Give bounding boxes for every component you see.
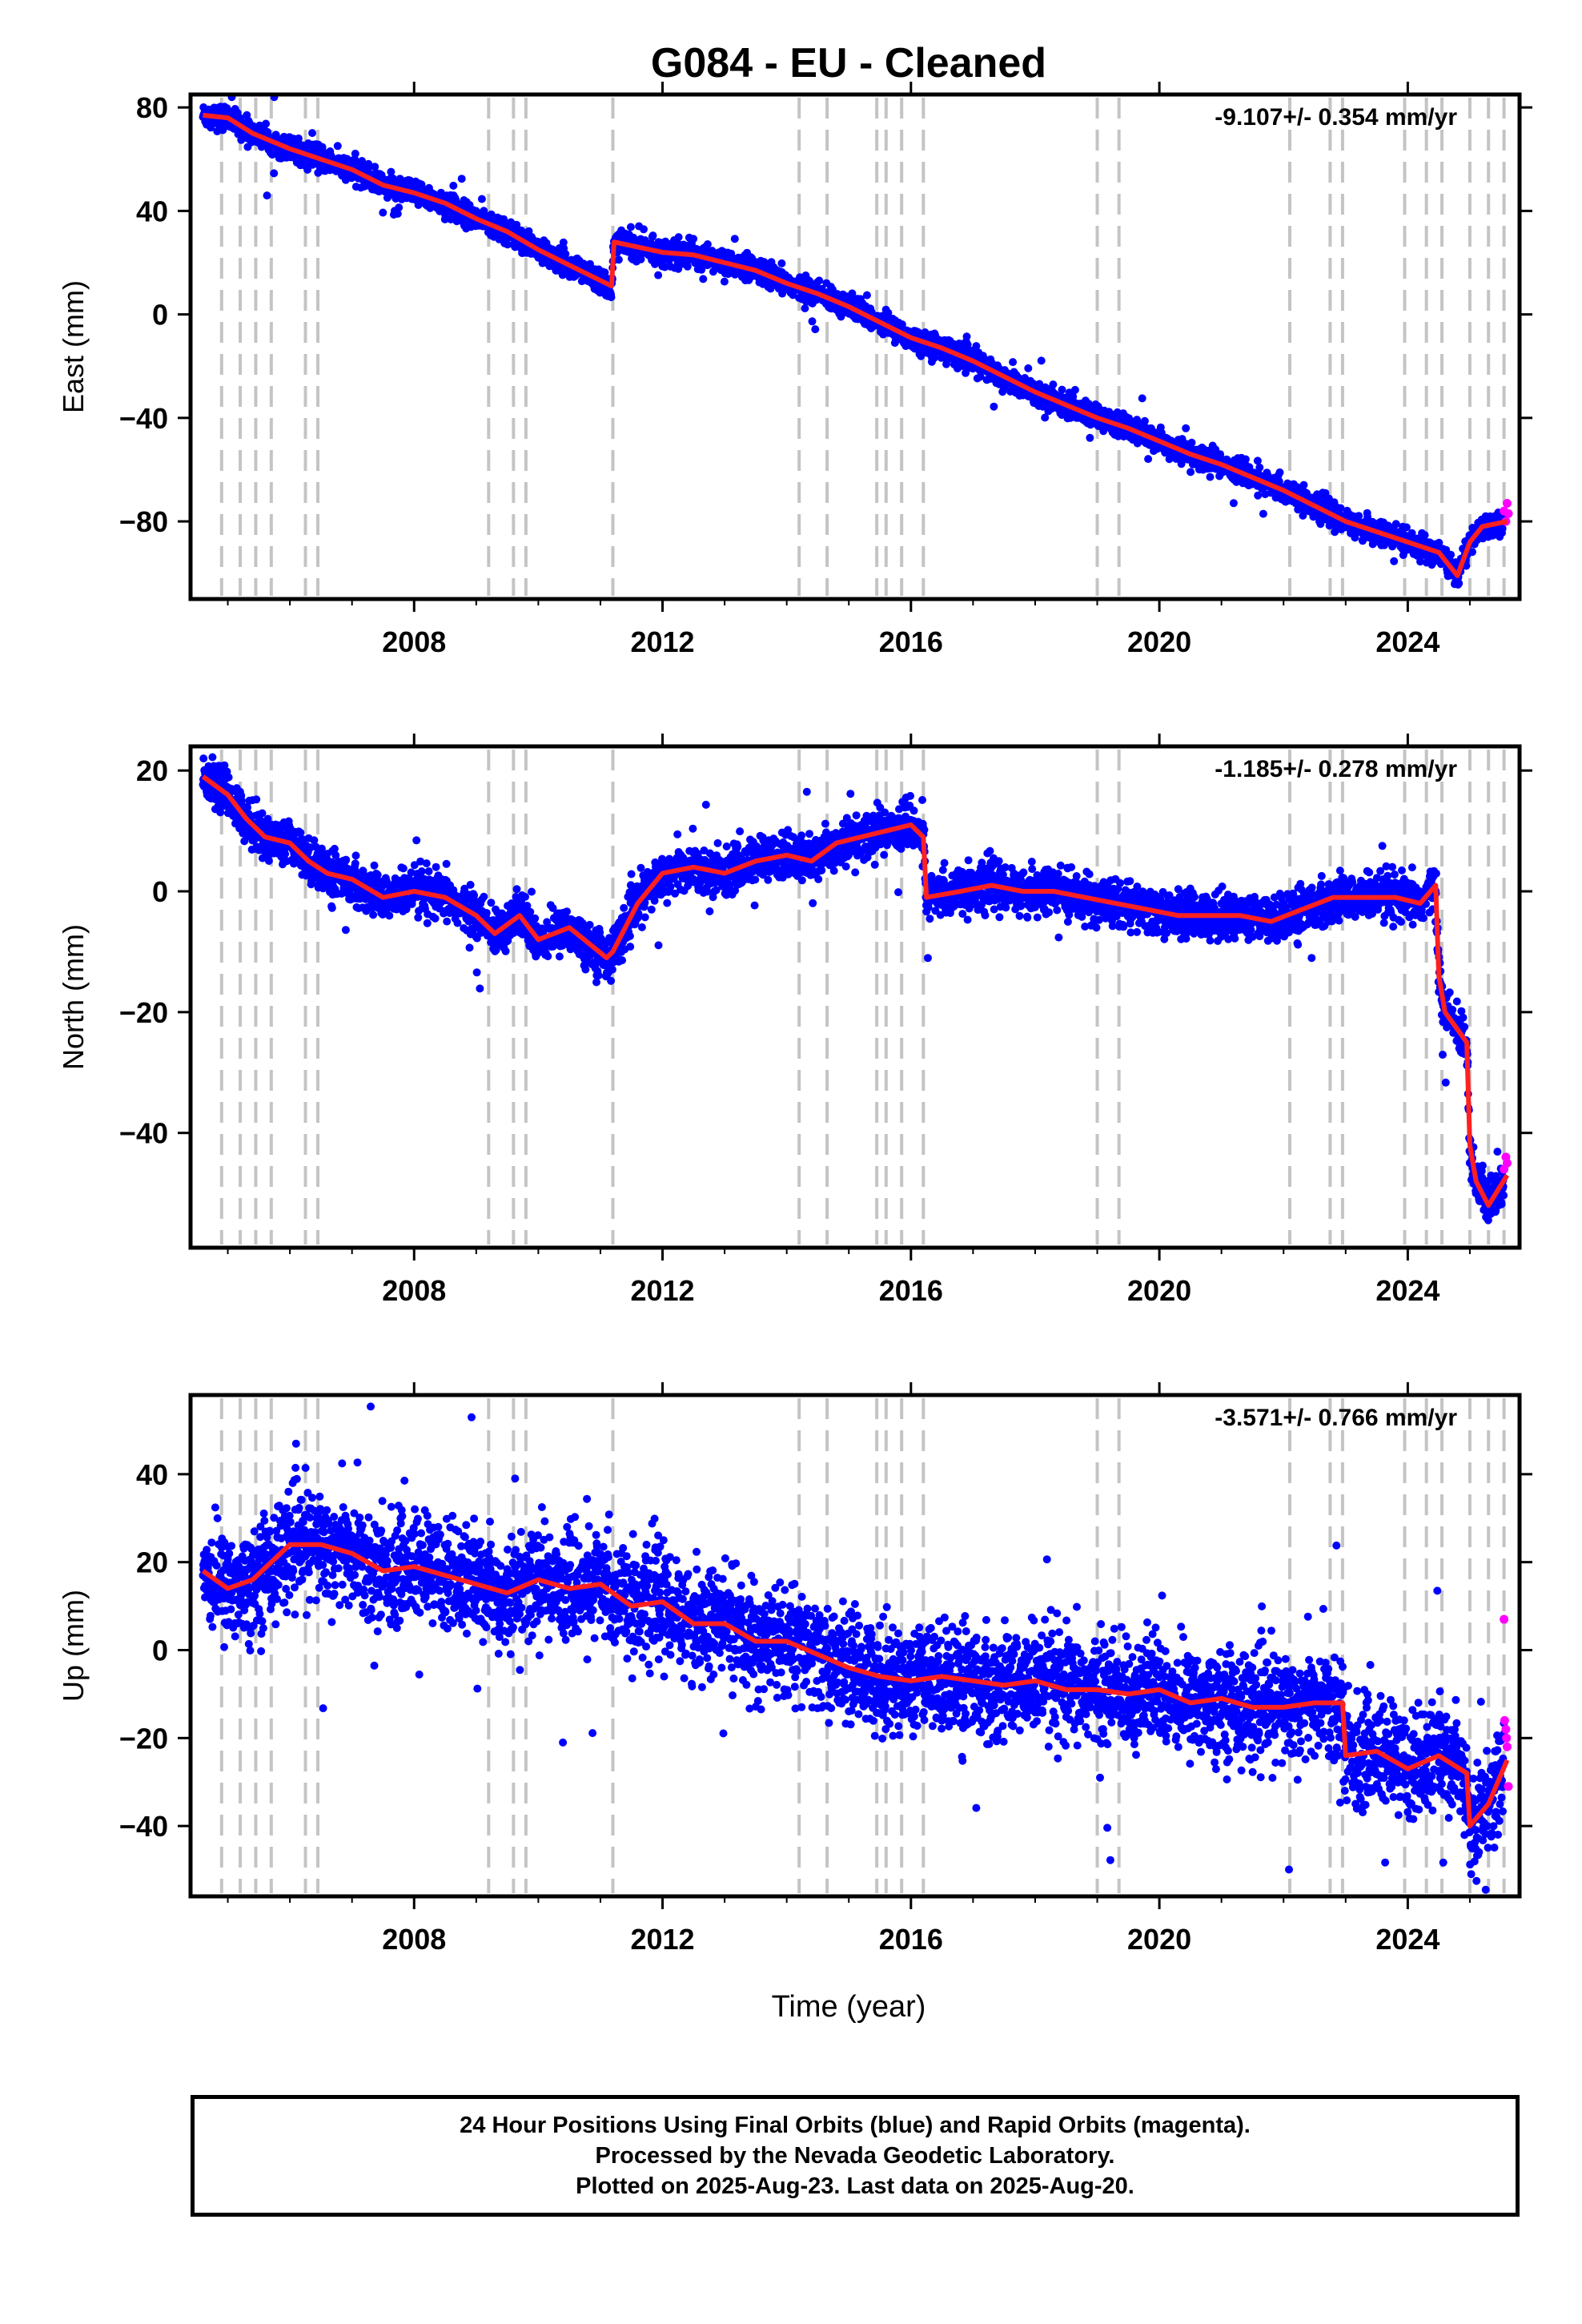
final-point (640, 225, 648, 234)
final-point (1275, 468, 1284, 476)
final-point (1206, 472, 1215, 481)
y-tick-label: −40 (119, 402, 168, 435)
final-point (207, 123, 215, 132)
final-point (262, 119, 271, 128)
final-point (777, 259, 786, 267)
final-point (1182, 424, 1191, 432)
final-point (1299, 480, 1308, 489)
final-point (730, 235, 739, 243)
final-point (1138, 394, 1146, 403)
final-point (333, 142, 342, 151)
final-point (815, 276, 824, 285)
final-point (654, 271, 663, 279)
x-tick-label: 2024 (1375, 625, 1439, 658)
final-point (270, 169, 279, 178)
final-point (1037, 356, 1046, 365)
x-tick-label: 2012 (630, 625, 694, 658)
final-point (449, 181, 458, 190)
final-orbit-points (199, 93, 1508, 589)
final-point (1144, 455, 1153, 464)
final-point (1390, 557, 1399, 565)
rapid-point (1502, 498, 1512, 508)
final-point (683, 262, 692, 271)
final-point (1024, 364, 1033, 372)
y-tick-label: 40 (136, 195, 168, 227)
final-point (862, 291, 871, 300)
x-tick-label: 2016 (879, 625, 943, 658)
rapid-point (1504, 509, 1513, 518)
final-point (808, 317, 817, 326)
final-point (962, 332, 971, 341)
final-point (1186, 468, 1195, 476)
final-point (1259, 509, 1267, 518)
x-tick-label: 2008 (382, 625, 446, 658)
final-point (1241, 455, 1250, 464)
final-point (1086, 433, 1094, 442)
y-axis-label: East (mm) (57, 280, 90, 413)
final-point (457, 175, 466, 183)
final-point (699, 275, 708, 283)
y-tick-label: 80 (136, 91, 168, 124)
final-point (703, 240, 712, 248)
final-point (294, 134, 303, 143)
final-point (720, 277, 729, 286)
final-point (308, 129, 316, 138)
final-point (208, 753, 217, 762)
y-tick-label: −80 (119, 505, 168, 538)
x-tick-label: 2020 (1127, 625, 1191, 658)
final-point (379, 208, 387, 217)
final-point (238, 797, 246, 805)
final-point (1058, 385, 1066, 394)
final-point (224, 773, 233, 782)
final-point (1229, 499, 1238, 508)
final-point (614, 255, 623, 264)
final-point (626, 223, 635, 231)
final-point (263, 191, 271, 200)
final-orbit-points (199, 753, 1508, 1224)
final-point (1009, 358, 1018, 367)
final-point (1255, 463, 1264, 472)
final-point (477, 195, 486, 203)
final-point (689, 235, 698, 243)
final-point (252, 795, 261, 804)
figure-title: G084 - EU - Cleaned (651, 40, 1046, 86)
final-point (811, 325, 820, 334)
final-point (1187, 438, 1196, 447)
final-point (199, 754, 208, 763)
y-tick-label: 0 (152, 299, 168, 332)
east-panel: 2008 2012 2016 2020 2024 80 40 0 −40 −80 East (mm)… (57, 82, 1532, 658)
final-point (1447, 550, 1456, 559)
final-point (648, 231, 657, 240)
final-point (303, 165, 312, 174)
velocity-annotation: -9.107+/- 0.354 mm/yr (1215, 104, 1457, 131)
final-point (674, 233, 683, 242)
final-point (1140, 416, 1149, 425)
final-point (607, 293, 616, 302)
final-point (351, 149, 359, 158)
final-point (1049, 380, 1058, 389)
final-point (1455, 579, 1464, 588)
final-point (1253, 456, 1262, 465)
final-point (990, 402, 998, 411)
final-point (1254, 491, 1263, 500)
final-point (801, 304, 809, 312)
final-point (395, 203, 404, 212)
final-point (1070, 385, 1079, 394)
